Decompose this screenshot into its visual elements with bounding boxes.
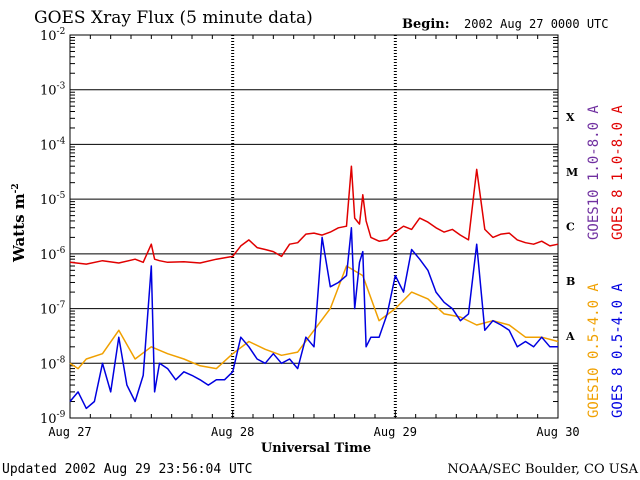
legend-goes10-short: GOES10 0.5-4.0 A [586, 283, 602, 418]
gridlines [70, 35, 558, 418]
y-tick-label-6: 10-8 [40, 355, 66, 372]
flare-class-B: B [566, 275, 575, 288]
series-line-3 [69, 265, 559, 370]
y-tick-label-0: 10-2 [40, 27, 65, 44]
flare-class-C: C [566, 221, 575, 234]
series-lines [69, 165, 559, 410]
flare-class-M: M [566, 166, 578, 179]
y-axis-label-text: Watts m [10, 193, 28, 263]
flare-class-A: A [565, 330, 575, 343]
x-tick-label-2: Aug 29 [374, 425, 417, 439]
series-line-2 [69, 227, 558, 410]
y-tick-label-4: 10-6 [40, 246, 66, 263]
flare-class-labels: X M C B A [565, 111, 578, 343]
y-axis-label-sup: -2 [11, 183, 21, 193]
legend-goes10-long: GOES10 1.0-8.0 A [586, 105, 602, 240]
begin-value: 2002 Aug 27 0000 UTC [464, 17, 609, 31]
y-axis-ticks: 10-2 10-3 10-4 10-5 10-6 10-7 10-8 10-9 [40, 27, 558, 427]
x-tick-label-0: Aug 27 [48, 425, 91, 439]
x-axis-label: Universal Time [261, 441, 371, 456]
x-tick-label-3: Aug 30 [536, 425, 579, 439]
footer-credit: NOAA/SEC Boulder, CO USA [447, 462, 638, 477]
x-tick-label-1: Aug 28 [211, 425, 254, 439]
chart-title: GOES Xray Flux (5 minute data) [34, 8, 313, 28]
y-tick-label-1: 10-3 [40, 82, 66, 99]
y-tick-label-2: 10-4 [40, 136, 66, 153]
x-axis-ticks: Aug 27 Aug 28 Aug 29 Aug 30 [48, 35, 580, 439]
footer-updated: Updated 2002 Aug 29 23:56:04 UTC [2, 462, 252, 477]
y-tick-label-3: 10-5 [40, 191, 66, 208]
y-axis-label: Watts m-2 [10, 183, 28, 263]
begin-label: Begin: [402, 17, 450, 32]
y-tick-label-5: 10-7 [40, 301, 66, 318]
flare-class-X: X [566, 111, 575, 124]
legend-goes8-short: GOES 8 0.5-4.0 A [610, 283, 626, 418]
y-tick-label-7: 10-9 [40, 410, 66, 427]
legend-goes8-long: GOES 8 1.0-8.0 A [610, 105, 626, 240]
series-line-0 [69, 165, 559, 265]
